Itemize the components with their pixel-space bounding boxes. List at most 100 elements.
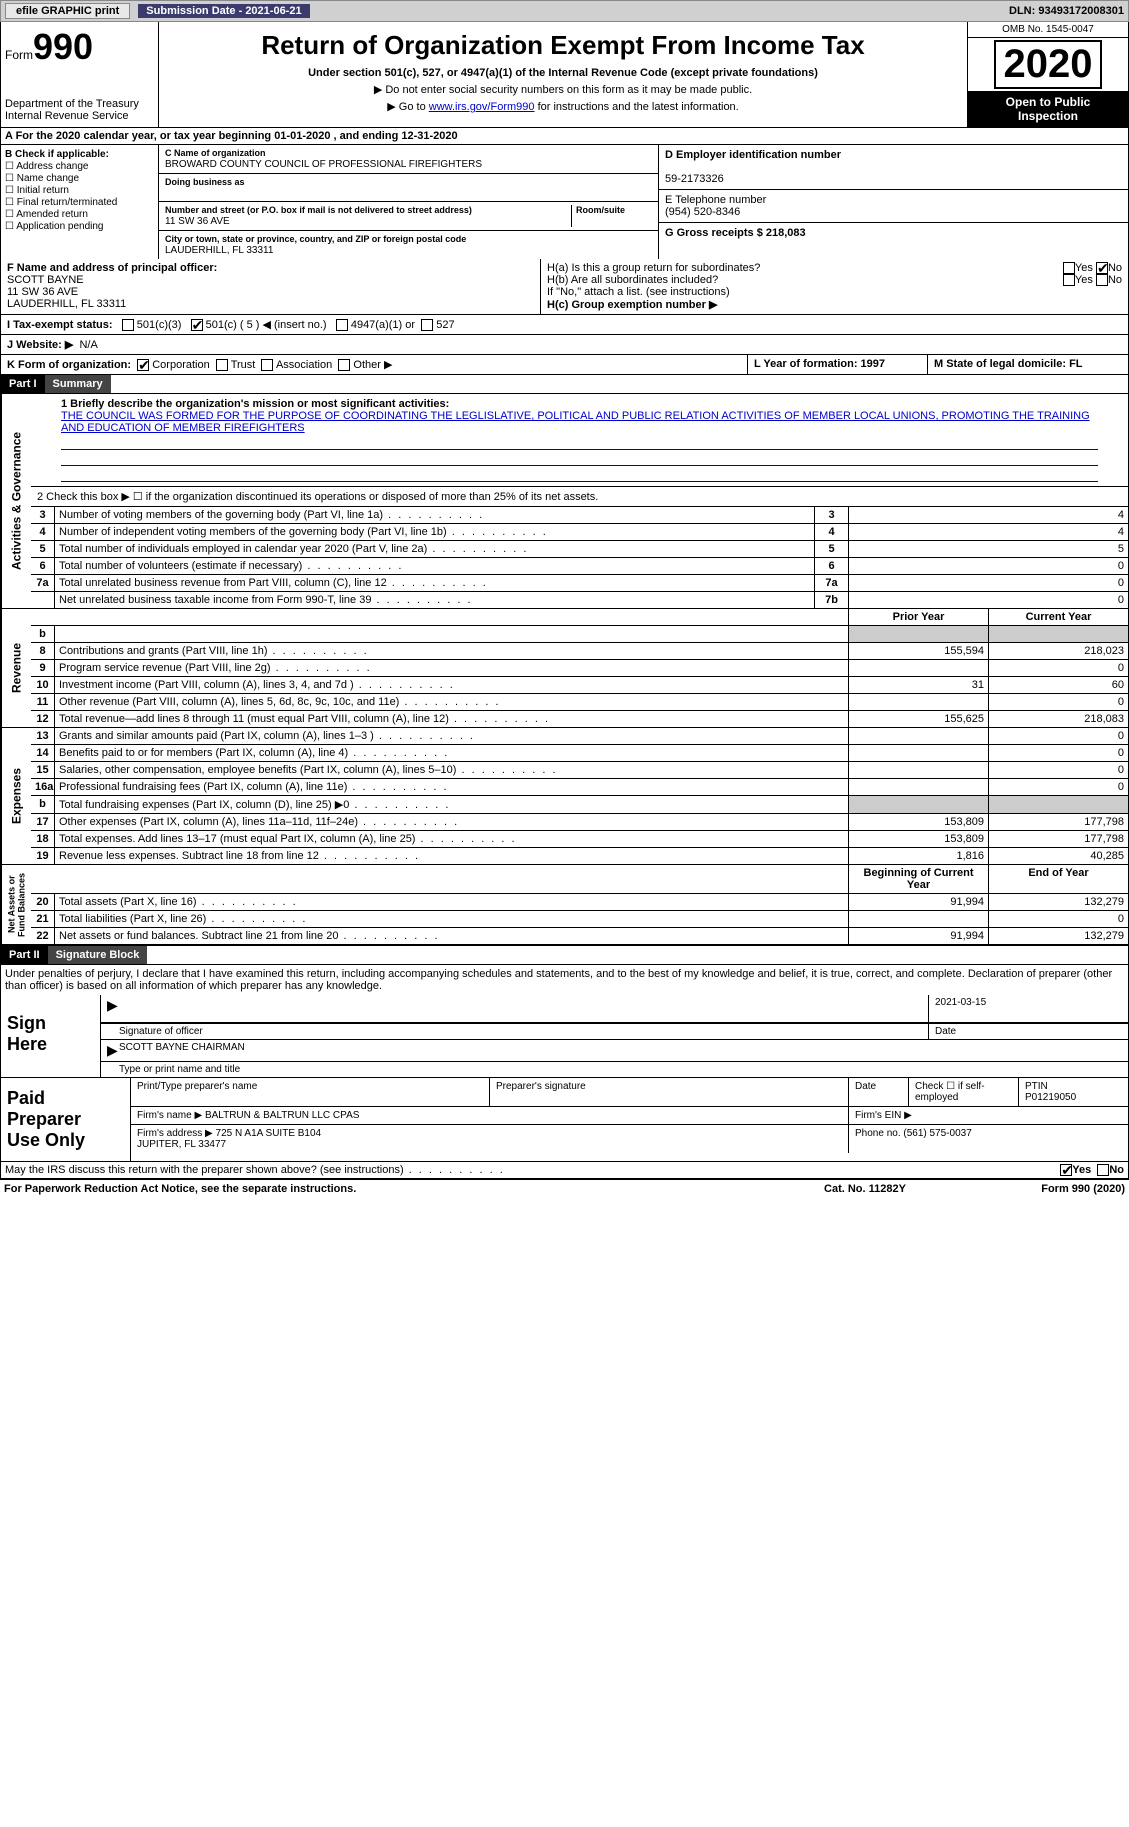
line-m: M State of legal domicile: FL [928, 355, 1128, 374]
chk-app-pending[interactable]: Application pending [5, 221, 154, 232]
box-e-label: E Telephone number [665, 194, 766, 206]
discuss-no[interactable] [1097, 1164, 1109, 1176]
hb-yes[interactable] [1063, 274, 1075, 286]
summary-line: 22Net assets or fund balances. Subtract … [31, 928, 1128, 945]
summary-line: 3Number of voting members of the governi… [31, 507, 1128, 524]
sig-date-label: Date [928, 1024, 1128, 1039]
section-revenue: Revenue Prior Year Current Year b8Contri… [0, 609, 1129, 728]
summary-line: 17Other expenses (Part IX, column (A), l… [31, 814, 1128, 831]
org-name: BROWARD COUNTY COUNCIL OF PROFESSIONAL F… [165, 159, 482, 170]
line-l: L Year of formation: 1997 [748, 355, 928, 374]
ein: 59-2173326 [665, 173, 724, 185]
i-501c3[interactable] [122, 319, 134, 331]
cat-no: Cat. No. 11282Y [765, 1183, 965, 1195]
summary-line: 11Other revenue (Part VIII, column (A), … [31, 694, 1128, 711]
box-c-name-label: C Name of organization [165, 148, 266, 158]
prep-date-label: Date [848, 1078, 908, 1106]
city-label: City or town, state or province, country… [165, 234, 466, 244]
prep-sig-label: Preparer's signature [489, 1078, 848, 1106]
summary-line: 9Program service revenue (Part VIII, lin… [31, 660, 1128, 677]
line-a-period: A For the 2020 calendar year, or tax yea… [0, 128, 1129, 145]
type-name-label: Type or print name and title [113, 1062, 1128, 1077]
summary-line: 6Total number of volunteers (estimate if… [31, 558, 1128, 575]
k-other[interactable] [338, 359, 350, 371]
firm-name: Firm's name ▶ BALTRUN & BALTRUN LLC CPAS [131, 1107, 848, 1124]
top-bar: efile GRAPHIC print Submission Date - 20… [0, 0, 1129, 22]
part1-badge: Part I [1, 375, 45, 393]
vlabel-net: Net Assets or Fund Balances [1, 865, 31, 945]
i-527[interactable] [421, 319, 433, 331]
vlabel-governance: Activities & Governance [1, 394, 31, 609]
form-page: Form 990 (2020) [965, 1183, 1125, 1195]
org-address: 11 SW 36 AVE [165, 216, 230, 227]
info-grid: B Check if applicable: Address change Na… [0, 145, 1129, 259]
summary-line: bTotal fundraising expenses (Part IX, co… [31, 796, 1128, 814]
summary-line: 18Total expenses. Add lines 13–17 (must … [31, 831, 1128, 848]
chk-amended[interactable]: Amended return [5, 209, 154, 220]
line-1-mission: 1 Briefly describe the organization's mi… [31, 394, 1128, 487]
sig-officer-label: Signature of officer [113, 1024, 928, 1039]
chk-address-change[interactable]: Address change [5, 161, 154, 172]
dba-label: Doing business as [165, 177, 245, 187]
k-corp[interactable] [137, 359, 149, 371]
box-b-label: B Check if applicable: [5, 149, 109, 160]
efile-print-button[interactable]: efile GRAPHIC print [5, 3, 130, 19]
i-501c[interactable] [191, 319, 203, 331]
paid-preparer-label: Paid Preparer Use Only [1, 1078, 131, 1161]
summary-line: 19Revenue less expenses. Subtract line 1… [31, 848, 1128, 865]
open-public: Open to Public Inspection [968, 91, 1128, 127]
row-klm: K Form of organization: Corporation Trus… [0, 355, 1129, 375]
col-end-year: End of Year [988, 865, 1128, 893]
sign-here-label: Sign Here [1, 995, 101, 1077]
hb-label: H(b) Are all subordinates included? [547, 274, 1063, 286]
org-city: LAUDERHILL, FL 33311 [165, 245, 273, 256]
chk-final-return[interactable]: Final return/terminated [5, 197, 154, 208]
prep-name-label: Print/Type preparer's name [131, 1078, 489, 1106]
box-d-label: D Employer identification number [665, 149, 841, 161]
section-governance: Activities & Governance 1 Briefly descri… [0, 394, 1129, 609]
telephone: (954) 520-8346 [665, 206, 740, 218]
page-footer: For Paperwork Reduction Act Notice, see … [0, 1179, 1129, 1198]
part1-title: Summary [45, 375, 111, 393]
mission-text: THE COUNCIL WAS FORMED FOR THE PURPOSE O… [61, 410, 1090, 434]
officer-name: SCOTT BAYNE [7, 274, 84, 286]
part2-title: Signature Block [48, 946, 148, 964]
discuss-row: May the IRS discuss this return with the… [0, 1162, 1129, 1179]
chk-initial-return[interactable]: Initial return [5, 185, 154, 196]
prep-selfemp: Check ☐ if self-employed [908, 1078, 1018, 1106]
tax-year: 2020 [994, 40, 1103, 89]
row-i: I Tax-exempt status: 501(c)(3) 501(c) ( … [0, 315, 1129, 335]
box-f-label: F Name and address of principal officer: [7, 262, 217, 274]
i-4947[interactable] [336, 319, 348, 331]
subtitle-2: ▶ Do not enter social security numbers o… [179, 83, 947, 96]
summary-line: 15Salaries, other compensation, employee… [31, 762, 1128, 779]
summary-line: Net unrelated business taxable income fr… [31, 592, 1128, 609]
ha-yes[interactable] [1063, 262, 1075, 274]
ha-no[interactable] [1096, 262, 1108, 274]
omb-number: OMB No. 1545-0047 [968, 22, 1128, 38]
form-label: Form990 [5, 26, 154, 68]
form-header: Form990 Department of the Treasury Inter… [0, 22, 1129, 128]
part2-header-row: Part IISignature Block [0, 946, 1129, 965]
dln: DLN: 93493172008301 [1009, 5, 1124, 17]
box-g: G Gross receipts $ 218,083 [665, 227, 806, 239]
summary-line: 4Number of independent voting members of… [31, 524, 1128, 541]
col-prior-year: Prior Year [848, 609, 988, 625]
firm-address: Firm's address ▶ 725 N A1A SUITE B104 JU… [131, 1125, 848, 1153]
chk-name-change[interactable]: Name change [5, 173, 154, 184]
firm-ein: Firm's EIN ▶ [848, 1107, 1128, 1124]
hb-no[interactable] [1096, 274, 1108, 286]
k-trust[interactable] [216, 359, 228, 371]
ha-label: H(a) Is this a group return for subordin… [547, 262, 1063, 274]
firm-phone: Phone no. (561) 575-0037 [848, 1125, 1128, 1153]
vlabel-expenses: Expenses [1, 728, 31, 865]
k-assoc[interactable] [261, 359, 273, 371]
part1-header-row: Part ISummary [0, 375, 1129, 394]
officer-addr2: LAUDERHILL, FL 33311 [7, 298, 126, 310]
summary-line: 7aTotal unrelated business revenue from … [31, 575, 1128, 592]
summary-line: 16aProfessional fundraising fees (Part I… [31, 779, 1128, 796]
summary-line: b [31, 626, 1128, 643]
irs-link[interactable]: www.irs.gov/Form990 [429, 101, 535, 113]
discuss-yes[interactable] [1060, 1164, 1072, 1176]
addr-label: Number and street (or P.O. box if mail i… [165, 205, 472, 215]
